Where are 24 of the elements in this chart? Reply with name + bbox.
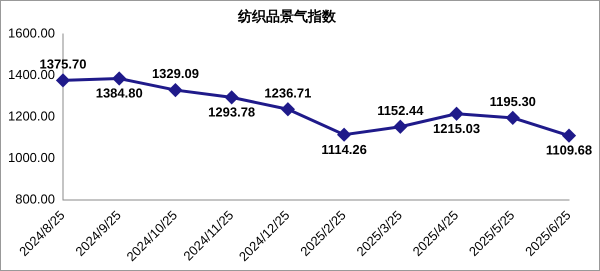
y-tick-label: 800.00 (15, 192, 55, 207)
point (112, 72, 126, 85)
data-label: 1152.44 (377, 102, 424, 118)
data-label: 1215.03 (433, 120, 480, 136)
data-label: 1384.80 (96, 86, 143, 101)
chart-title: 纺织品景气指数 (237, 8, 337, 26)
y-tick-label: 1600.00 (8, 25, 55, 40)
y-tick-label: 1200.00 (8, 108, 55, 124)
point (56, 74, 70, 87)
point (281, 102, 294, 116)
y-tick-label: 1000.00 (8, 150, 55, 165)
point (394, 120, 407, 134)
point (506, 111, 520, 124)
data-label: 1329.09 (152, 66, 199, 82)
point (450, 107, 464, 120)
data-label: 1293.78 (208, 104, 256, 120)
data-label: 1114.26 (321, 142, 367, 157)
point (168, 84, 182, 97)
point (338, 128, 351, 142)
data-label: 1195.30 (490, 94, 536, 109)
data-label: 1109.68 (546, 142, 592, 158)
point (562, 129, 576, 142)
data-label: 1236.71 (264, 85, 312, 100)
point (225, 90, 238, 104)
